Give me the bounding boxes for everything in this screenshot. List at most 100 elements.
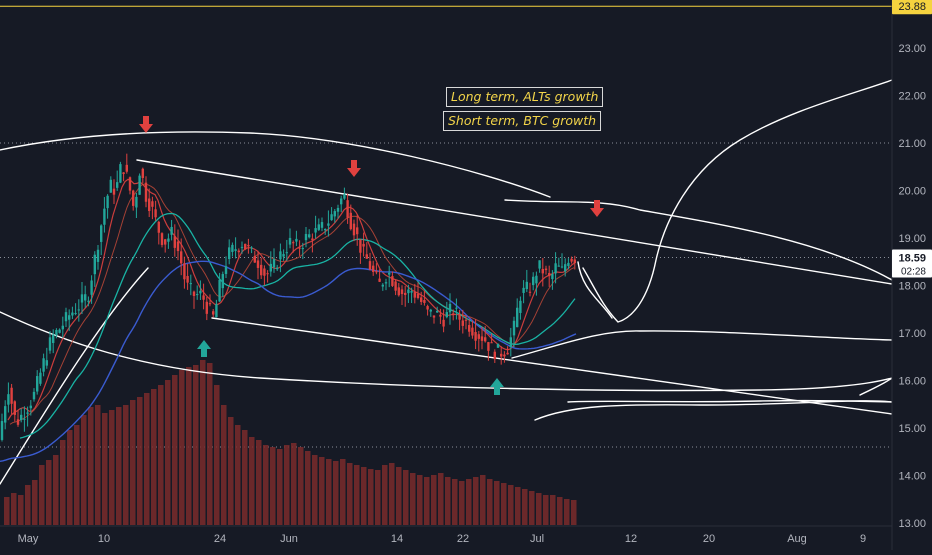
candle-body (509, 337, 512, 348)
volume-bar (354, 465, 360, 525)
candle-body (567, 262, 570, 266)
candle-body (74, 313, 77, 315)
time-tick-label: 12 (625, 533, 637, 545)
candle-body (58, 329, 61, 333)
volume-bar (361, 467, 367, 525)
candle-body (10, 387, 13, 404)
price-tick-label: 14.00 (898, 471, 926, 483)
candle-body (525, 281, 528, 290)
long-term-note[interactable]: Long term, ALTs growth (446, 87, 604, 107)
candle-body (391, 276, 394, 286)
time-tick-label: 9 (860, 533, 866, 545)
volume-bar (396, 467, 402, 525)
volume-bar (60, 440, 66, 525)
price-tick-label: 20.00 (898, 186, 926, 198)
badge-layer: 23.88 18.59 02:28 (892, 0, 932, 278)
candle-body (484, 337, 487, 342)
candle-body (253, 255, 256, 263)
candle-body (304, 233, 308, 241)
volume-bar (165, 380, 171, 525)
candle-body (0, 421, 4, 440)
candle-body (154, 209, 157, 218)
candle-body (349, 212, 352, 230)
short-term-note[interactable]: Short term, BTC growth (443, 111, 602, 131)
volume-bar (571, 500, 577, 525)
volume-bar (522, 489, 528, 525)
volume-bar (389, 463, 395, 525)
candle-body (314, 228, 317, 233)
volume-bar (137, 397, 143, 525)
candle-body (196, 294, 199, 296)
volume-bar (515, 487, 521, 525)
price-tick-label: 18.00 (898, 281, 926, 293)
candle-body (128, 177, 132, 191)
volume-bar (4, 497, 10, 525)
down-arrow-mid (347, 160, 361, 177)
candle-body (36, 376, 39, 392)
candle-body (276, 267, 279, 270)
price-tick-label: 22.00 (898, 91, 926, 103)
candle-body (144, 182, 148, 202)
volume-bar (557, 497, 563, 525)
high-level-badge-text: 23.88 (898, 1, 926, 13)
volume-bar (487, 479, 493, 525)
candle-body (23, 418, 26, 420)
volume-bar (403, 470, 409, 525)
price-tick-label: 13.00 (898, 518, 926, 530)
volume-bar (284, 445, 290, 525)
time-tick-label: May (18, 533, 39, 545)
arrow-layer (139, 116, 604, 395)
projection-upper-line (504, 199, 893, 281)
volume-bar (263, 445, 269, 525)
price-tick-label: 16.00 (898, 376, 926, 388)
candle-body (199, 290, 202, 294)
candle-body (160, 233, 164, 245)
candle-body (224, 266, 228, 274)
volume-bar (543, 495, 549, 525)
candle-body (170, 226, 173, 235)
candle-body (413, 292, 416, 298)
candle-body (528, 291, 532, 293)
candle-body (468, 325, 471, 332)
candle-body (212, 311, 215, 315)
volume-bar (298, 447, 304, 525)
candle-body (100, 225, 103, 242)
candle-body (221, 274, 224, 289)
volume-bar (193, 365, 199, 525)
volume-bar (32, 480, 38, 525)
candle-body (125, 164, 128, 172)
candle-body (45, 360, 48, 366)
projection-floor-line (567, 399, 893, 403)
candle-body (372, 265, 375, 272)
volume-bar (382, 465, 388, 525)
projection-mid-line (511, 330, 893, 359)
time-tick-label: 22 (457, 533, 469, 545)
candle-body (119, 164, 122, 183)
down-arrow-right (590, 200, 604, 217)
volume-bar (109, 410, 115, 525)
candle-body (247, 244, 250, 247)
candle-body (301, 248, 304, 250)
volume-bar (11, 493, 17, 525)
candle-body (538, 260, 541, 269)
price-tick-label: 19.00 (898, 233, 926, 245)
candle-body (464, 319, 468, 321)
candle-body (279, 251, 282, 260)
candle-body (186, 275, 189, 283)
volume-bar (494, 481, 500, 525)
volume-bar (459, 481, 465, 525)
candle-body (378, 278, 381, 282)
candle-body (285, 252, 288, 254)
volume-bar (291, 443, 297, 525)
lower-trend-line (211, 317, 893, 415)
volume-bar (480, 475, 486, 525)
volume-bar (536, 493, 542, 525)
candle-body (557, 265, 560, 267)
candle-body (61, 325, 64, 330)
time-tick-label: 24 (214, 533, 226, 545)
candle-body (458, 315, 461, 320)
volume-bar (312, 455, 318, 525)
volume-bar (123, 405, 129, 525)
